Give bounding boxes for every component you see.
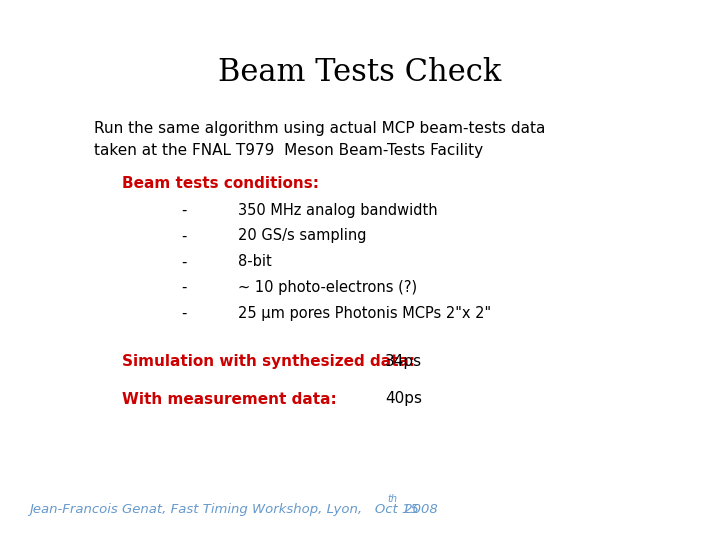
- Text: ~ 10 photo-electrons (?): ~ 10 photo-electrons (?): [238, 280, 417, 295]
- Text: 25 μm pores Photonis MCPs 2"x 2": 25 μm pores Photonis MCPs 2"x 2": [238, 306, 491, 321]
- Text: 34ps: 34ps: [385, 354, 423, 369]
- Text: Jean-Francois Genat, Fast Timing Workshop, Lyon,   Oct 15: Jean-Francois Genat, Fast Timing Worksho…: [29, 503, 418, 516]
- Text: 2008: 2008: [400, 503, 438, 516]
- Text: th: th: [387, 494, 397, 504]
- Text: 20 GS/s sampling: 20 GS/s sampling: [238, 228, 366, 244]
- Text: Beam Tests Check: Beam Tests Check: [218, 57, 502, 87]
- Text: 8-bit: 8-bit: [238, 254, 271, 269]
- Text: Simulation with synthesized data:: Simulation with synthesized data:: [122, 354, 415, 369]
- Text: Run the same algorithm using actual MCP beam-tests data: Run the same algorithm using actual MCP …: [94, 122, 545, 137]
- Text: -: -: [181, 254, 186, 269]
- Text: -: -: [181, 228, 186, 244]
- Text: -: -: [181, 202, 186, 218]
- Text: -: -: [181, 306, 186, 321]
- Text: With measurement data:: With measurement data:: [122, 392, 337, 407]
- Text: taken at the FNAL T979  Meson Beam-Tests Facility: taken at the FNAL T979 Meson Beam-Tests …: [94, 143, 482, 158]
- Text: Beam tests conditions:: Beam tests conditions:: [122, 176, 320, 191]
- Text: -: -: [181, 280, 186, 295]
- Text: 350 MHz analog bandwidth: 350 MHz analog bandwidth: [238, 202, 437, 218]
- Text: 40ps: 40ps: [385, 392, 422, 407]
